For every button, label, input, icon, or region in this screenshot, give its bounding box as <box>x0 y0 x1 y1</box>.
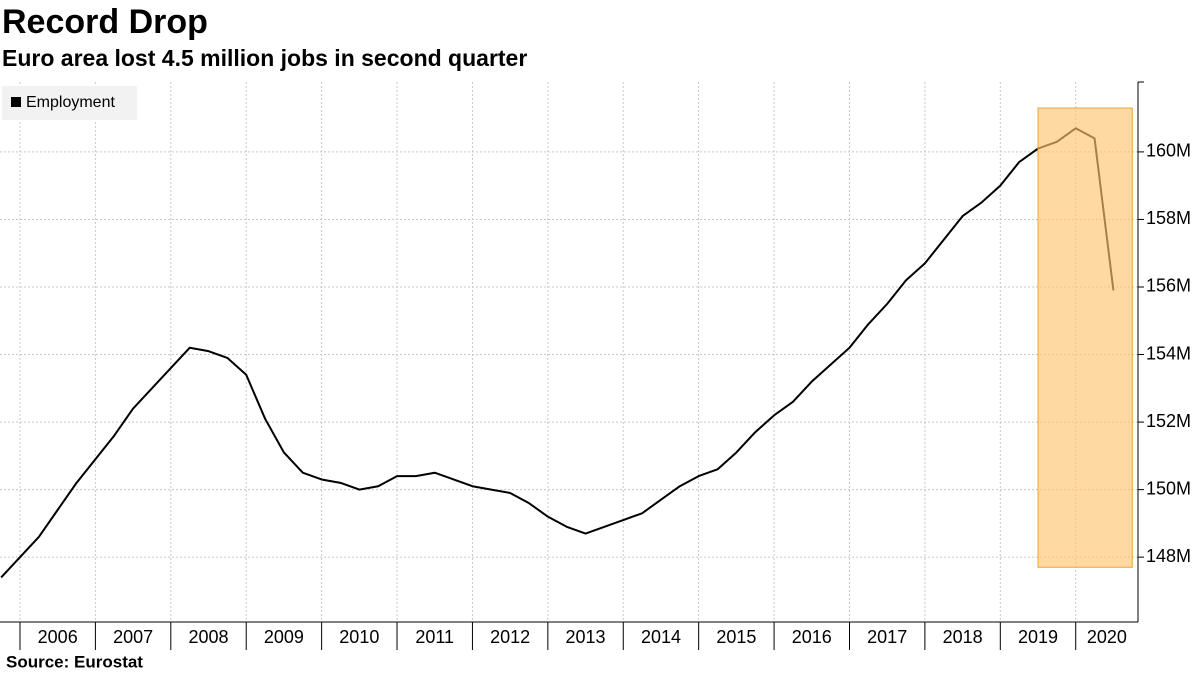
x-tick-label: 2015 <box>716 627 756 647</box>
chart-title: Record Drop <box>2 3 208 41</box>
x-tick-label: 2020 <box>1087 627 1127 647</box>
x-tick-label: 2014 <box>641 627 681 647</box>
chart-subtitle: Euro area lost 4.5 million jobs in secon… <box>2 45 527 71</box>
x-tick-label: 2008 <box>188 627 228 647</box>
y-tick-label: 160M <box>1146 141 1191 161</box>
y-tick-label: 158M <box>1146 208 1191 228</box>
x-tick-label: 2019 <box>1018 627 1058 647</box>
x-tick-label: 2016 <box>792 627 832 647</box>
x-tick-label: 2012 <box>490 627 530 647</box>
y-tick-label: 148M <box>1146 546 1191 566</box>
x-tick-label: 2017 <box>867 627 907 647</box>
y-tick-label: 150M <box>1146 478 1191 498</box>
y-tick-label: 154M <box>1146 343 1191 363</box>
x-tick-label: 2013 <box>566 627 606 647</box>
line <box>0 127 1115 579</box>
x-tick-label: 2018 <box>943 627 983 647</box>
x-tick-label: 2009 <box>264 627 304 647</box>
x-tick-label: 2011 <box>415 627 454 647</box>
x-tick-label: 2006 <box>38 627 78 647</box>
legend-label: Employment <box>26 94 115 111</box>
highlight <box>1037 107 1133 568</box>
x-tick-label: 2007 <box>113 627 153 647</box>
x-tick-label: 2010 <box>339 627 379 647</box>
y-tick-label: 156M <box>1146 276 1191 296</box>
legend-box <box>2 86 137 120</box>
y-tick-label: 152M <box>1146 411 1191 431</box>
legend-swatch <box>11 97 21 107</box>
source: Source: Eurostat <box>6 652 143 671</box>
